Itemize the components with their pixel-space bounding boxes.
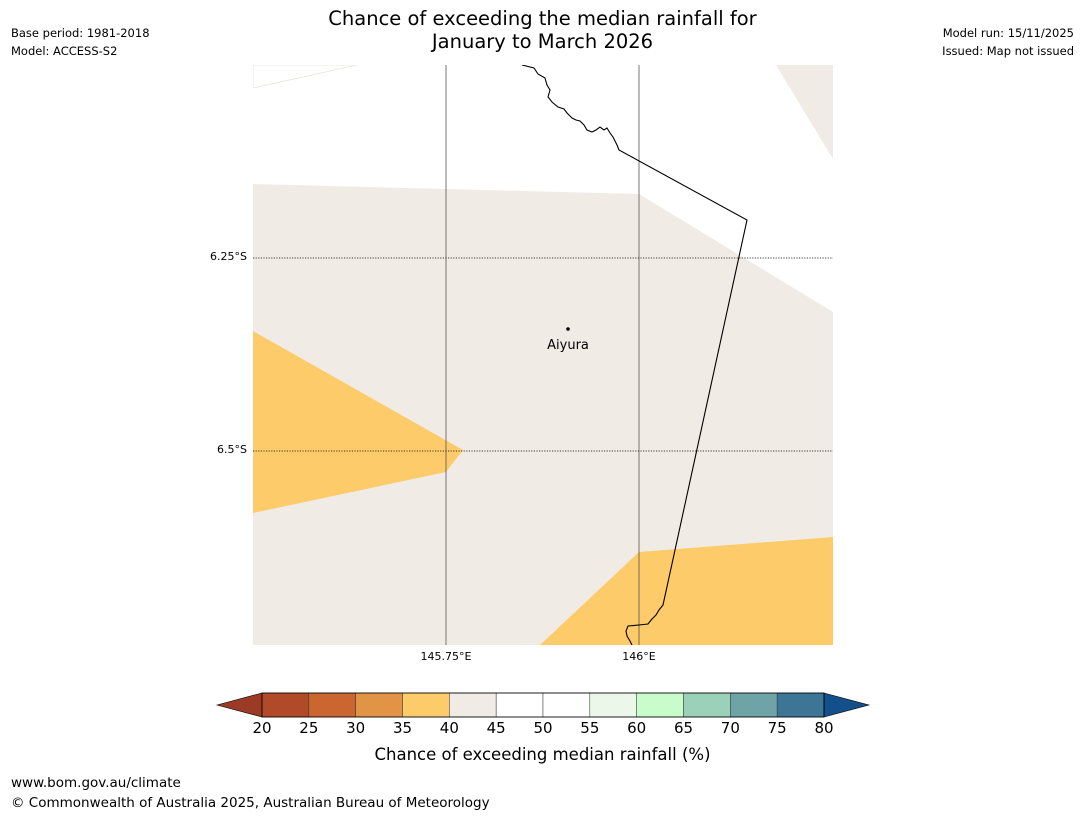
- colorbar-frame: [261, 692, 825, 718]
- forecast-map[interactable]: Aiyura: [253, 65, 833, 645]
- aiyura-label: Aiyura: [547, 338, 589, 353]
- colorbar-tick-label: 45: [486, 719, 506, 737]
- colorbar-band-55-60: [589, 692, 637, 718]
- colorbar-bands: [261, 692, 825, 718]
- colorbar-title: Chance of exceeding median rainfall (%): [374, 745, 711, 764]
- colorbar-tick-label: 40: [439, 719, 459, 737]
- metadata-left: Base period: 1981-2018 Model: ACCESS-S2: [11, 24, 150, 60]
- footer-copyright: © Commonwealth of Australia 2025, Austra…: [11, 795, 490, 811]
- base-period-text: Base period: 1981-2018: [11, 26, 150, 40]
- colorbar-band-70-75: [730, 692, 778, 718]
- colorbar-band-20-25: [261, 692, 310, 718]
- model-text: Model: ACCESS-S2: [11, 44, 118, 58]
- colorbar-tick-label: 25: [299, 719, 319, 737]
- longitude-label-146: 146°E: [622, 650, 656, 663]
- region-40-45: [253, 184, 833, 645]
- colorbar-band-65-70: [683, 692, 731, 718]
- longitude-label-145-75: 145.75°E: [420, 650, 472, 663]
- region-top-left-sliver: [253, 65, 358, 89]
- map-title: Chance of exceeding the median rainfall …: [0, 7, 1085, 53]
- colorbar-above-arrow: [823, 692, 871, 718]
- colorbar-band-50-55: [542, 692, 591, 718]
- colorbar-tick-label: 75: [767, 719, 787, 737]
- title-line-2: January to March 2026: [431, 30, 654, 53]
- latitude-label-6-25: 6.25°S: [210, 250, 247, 263]
- title-line-1: Chance of exceeding the median rainfall …: [328, 7, 757, 30]
- metadata-right: Model run: 15/11/2025 Issued: Map not is…: [942, 24, 1074, 60]
- colorbar-tick-label: 35: [392, 719, 413, 737]
- coastline: [521, 65, 748, 645]
- colorbar-band-35-40: [402, 692, 450, 718]
- colorbar-band-60-65: [636, 692, 684, 718]
- colorbar-tick-label: 60: [627, 719, 647, 737]
- region-40-45-corner: [776, 65, 833, 159]
- colorbar-tick-label: 30: [346, 719, 366, 737]
- colorbar-tick-label: 50: [533, 719, 553, 737]
- colorbar-tick-label: 55: [580, 719, 600, 737]
- colorbar-band-40-45: [449, 692, 497, 718]
- latitude-label-6-5: 6.5°S: [217, 443, 247, 456]
- colorbar-below-arrow: [215, 692, 263, 718]
- colorbar-tick-label: 80: [814, 719, 834, 737]
- issued-text: Issued: Map not issued: [942, 44, 1074, 58]
- colorbar-tick-label: 20: [252, 719, 272, 737]
- colorbar-band-75-80: [776, 692, 825, 718]
- colorbar-band-45-50: [495, 692, 544, 718]
- colorbar-band-30-35: [355, 692, 403, 718]
- footer-website[interactable]: www.bom.gov.au/climate: [11, 775, 181, 791]
- model-run-text: Model run: 15/11/2025: [942, 26, 1074, 40]
- colorbar-band-25-30: [308, 692, 356, 718]
- colorbar-tick-label: 70: [720, 719, 740, 737]
- colorbar: [215, 692, 871, 718]
- region-35-40-west: [253, 331, 463, 513]
- aiyura-marker[interactable]: [566, 327, 570, 331]
- colorbar-tick-label: 65: [673, 719, 694, 737]
- region-35-40-south: [540, 537, 833, 645]
